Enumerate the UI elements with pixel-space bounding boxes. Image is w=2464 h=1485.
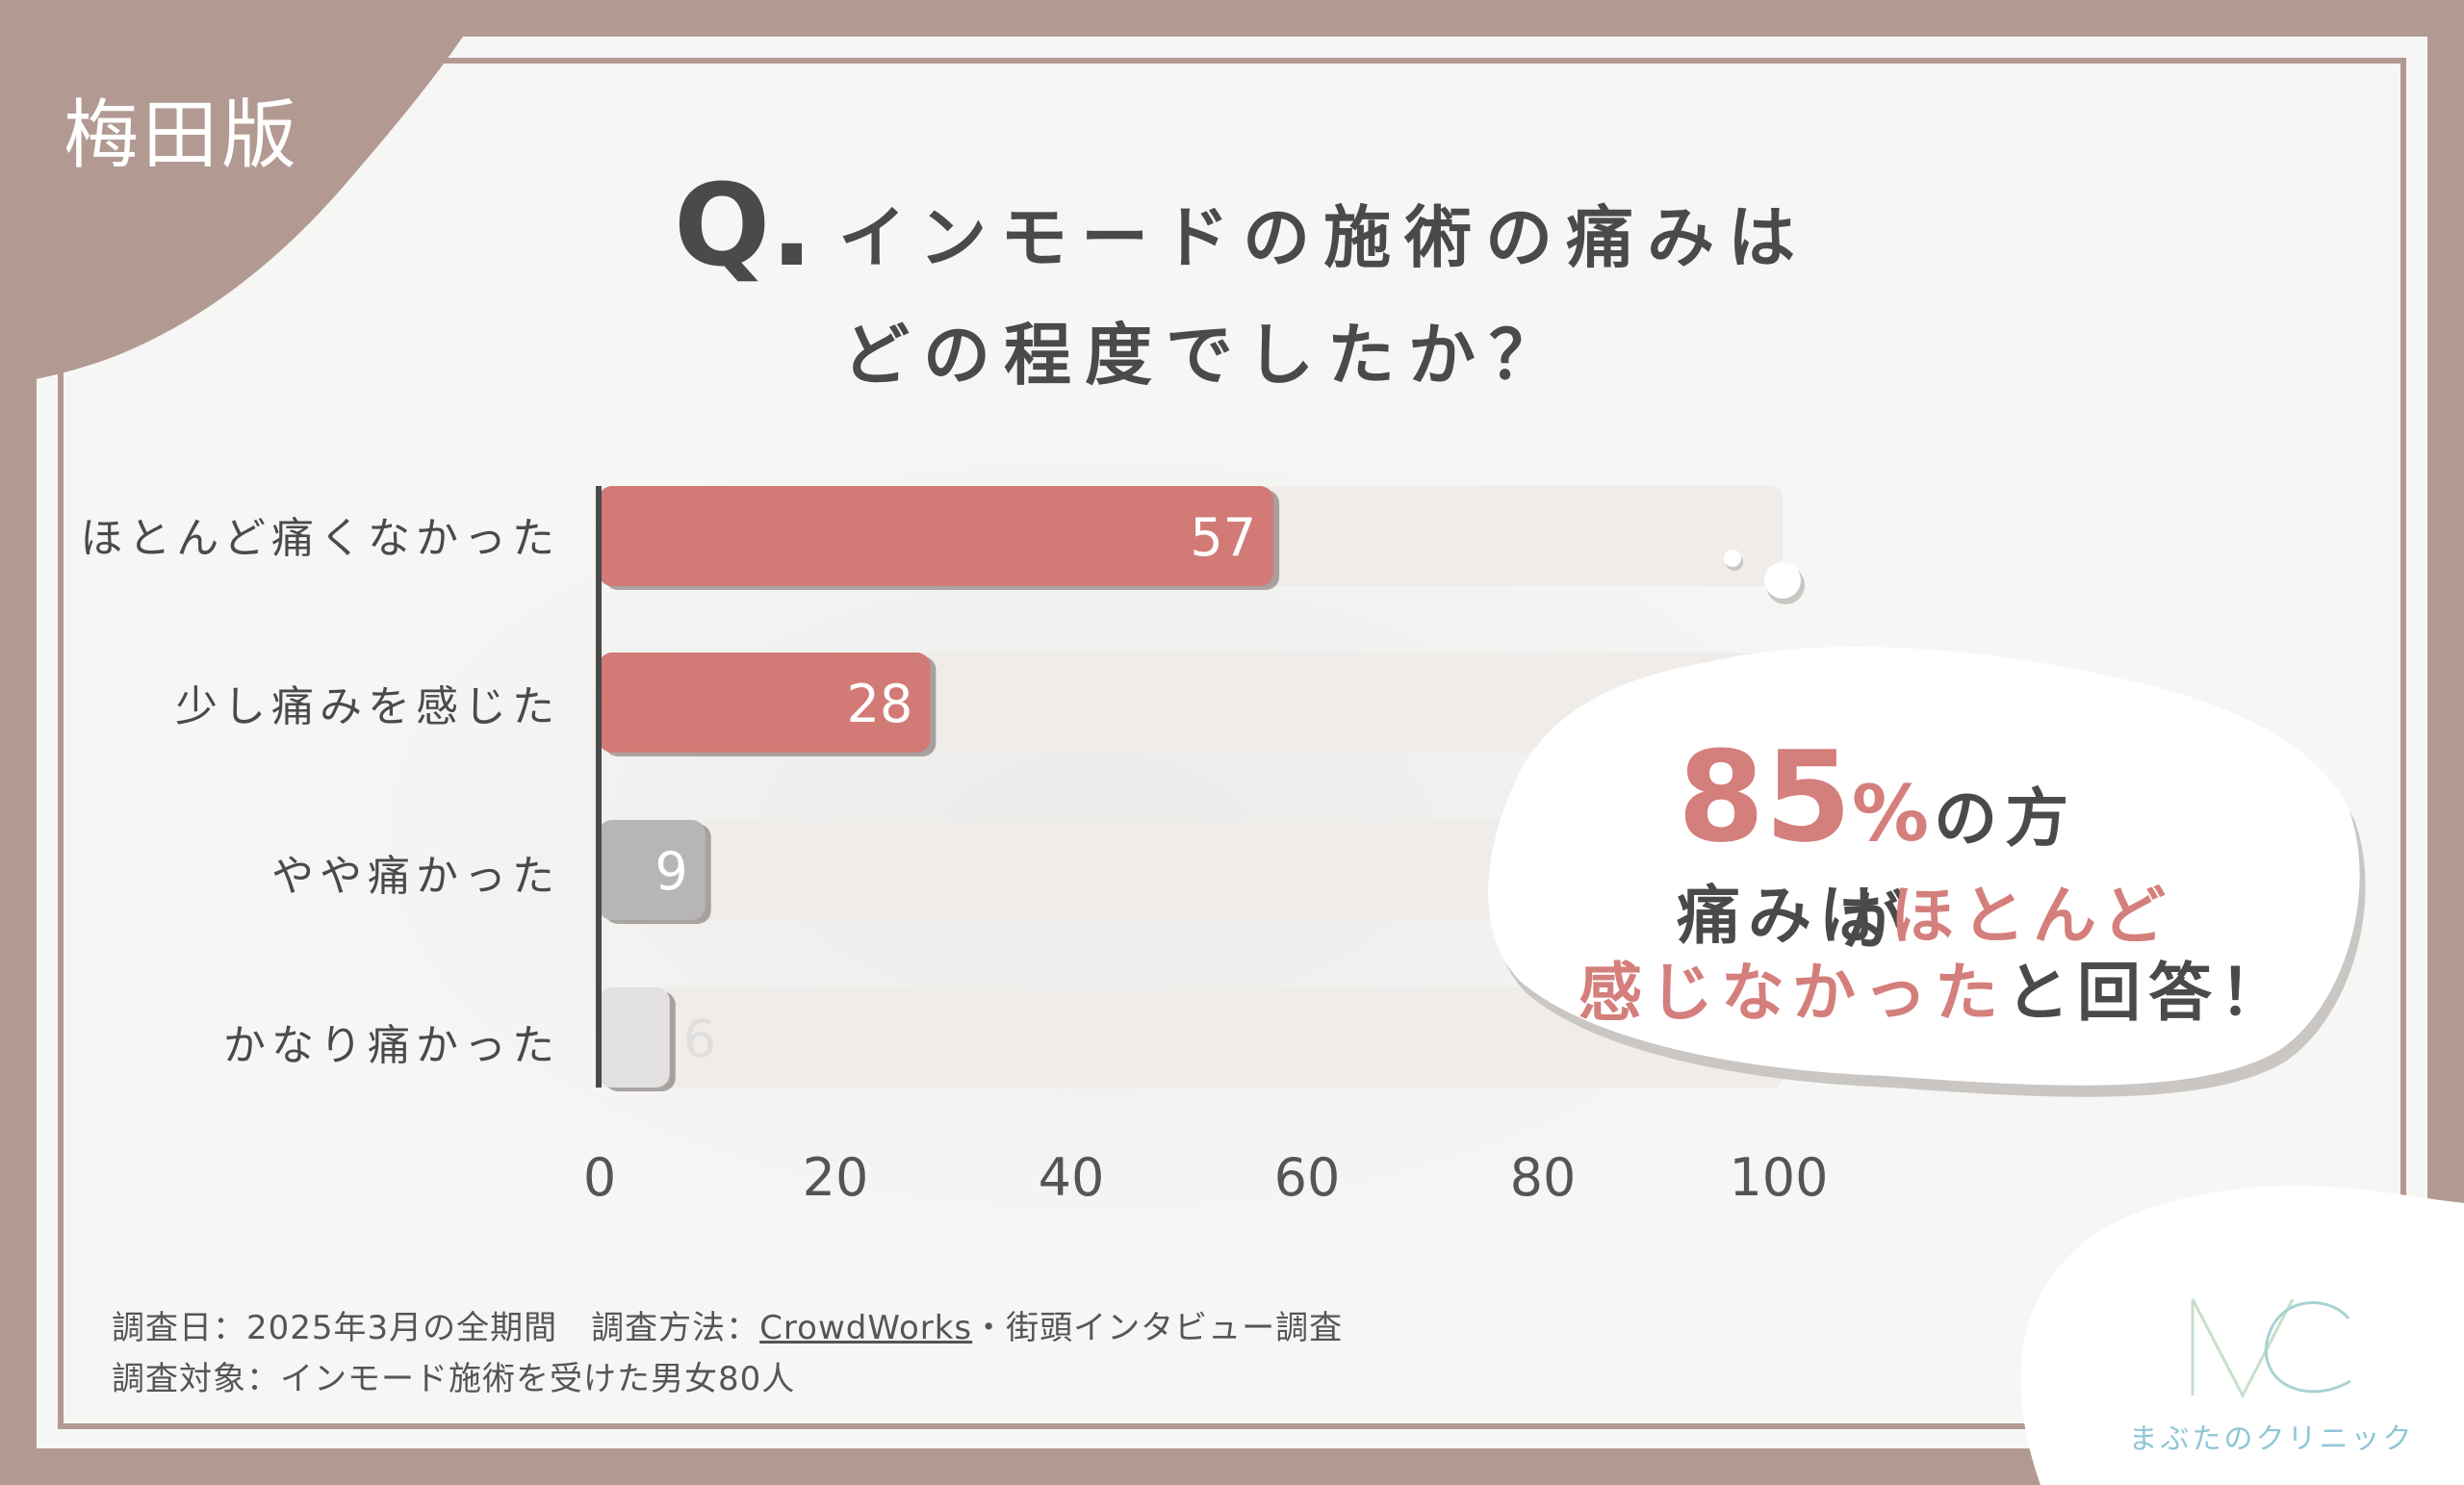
- x-tick-label: 40: [1038, 1147, 1105, 1208]
- footer-crowdworks-link[interactable]: CrowdWorks: [759, 1309, 973, 1347]
- region-label: 梅田版: [64, 92, 301, 179]
- category-label: 少し痛みを感じた: [175, 682, 560, 731]
- callout-line3-pink: 感じなかった: [1578, 956, 2006, 1030]
- bar-track: [599, 820, 1783, 920]
- clinic-logo-name: まぶたのクリニック: [2128, 1422, 2415, 1456]
- bar: [599, 987, 670, 1088]
- clinic-logo-mark: [2185, 1290, 2358, 1409]
- bar: [599, 820, 706, 920]
- y-axis-line: [596, 486, 602, 1088]
- category-label: ほとんど痛くなかった: [80, 514, 560, 563]
- footer-line-2: 調査対象：インモード施術を受けた男女80人: [112, 1360, 796, 1398]
- x-tick-label: 0: [582, 1147, 617, 1208]
- bar: [599, 486, 1274, 586]
- footer-line-1: 調査日：2025年3月の全期間 調査方法：CrowdWorks・街頭インタビュー…: [112, 1301, 1343, 1348]
- callout-percent-sign: %: [1851, 769, 1929, 858]
- category-label: やや痛かった: [271, 852, 560, 901]
- footer-survey-info: 調査日：2025年3月の全期間 調査方法：: [112, 1309, 760, 1347]
- callout-line-2: 痛みはほとんど: [1675, 864, 2175, 957]
- bar-value-label: 57: [1190, 507, 1256, 568]
- callout-percentage: 85: [1677, 724, 1852, 870]
- title-q-mark: Q.: [674, 159, 814, 292]
- x-tick-label: 20: [802, 1147, 869, 1208]
- callout-line-3: 感じなかったと回答！: [1569, 941, 2300, 1034]
- chart-title: Q. インモードの施術の痛みは どの程度でしたか？: [674, 159, 1925, 398]
- x-tick-label: 60: [1273, 1147, 1341, 1208]
- x-tick-label: 100: [1729, 1147, 1829, 1208]
- inner-frame: [58, 58, 2406, 1429]
- bar: [599, 653, 931, 753]
- bar-value-label: 28: [847, 674, 913, 734]
- bar-value-label: 9: [654, 841, 687, 902]
- bar-value-label: 6: [683, 1009, 716, 1069]
- footer-survey-method: ・街頭インタビュー調査: [972, 1309, 1344, 1347]
- callout-line-1: 85% の方が: [1646, 724, 2108, 962]
- title-line-2: どの程度でしたか？: [842, 316, 1570, 395]
- title-line-1: インモードの施術の痛みは: [838, 198, 1810, 277]
- callout-line3-dark: と回答！: [2006, 956, 2291, 1030]
- callout-line1-rest: の方が: [1841, 781, 2077, 959]
- region-badge: [0, 0, 486, 385]
- bar-track: [599, 987, 1783, 1088]
- callout-line2-dark: 痛みは: [1676, 879, 1890, 953]
- category-label: かなり痛かった: [223, 1021, 560, 1070]
- callout-line2-pink: ほとんど: [1889, 879, 2174, 953]
- x-tick-label: 80: [1509, 1147, 1577, 1208]
